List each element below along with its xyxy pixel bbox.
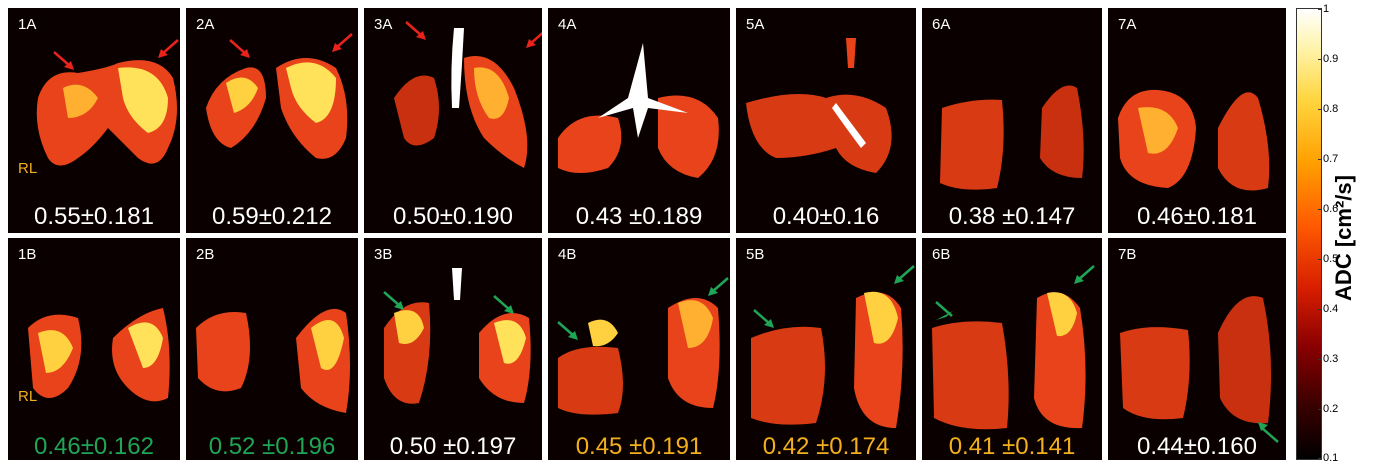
adc-value: 0.52 ±0.196 (208, 433, 336, 460)
panel-label: 1B (18, 246, 37, 263)
lung-map-image (196, 308, 350, 413)
adc-value: 0.50 ±0.197 (389, 433, 517, 460)
lung-map-image (940, 85, 1084, 190)
lung-map-image (1118, 89, 1270, 191)
panel-label: 3B (374, 246, 393, 263)
colorbar-tick-label: 0.3 (1323, 353, 1339, 365)
adc-value: 0.42 ±0.174 (762, 433, 890, 460)
adc-value: 0.41 ±0.141 (948, 433, 1076, 460)
lung-map-image (206, 58, 348, 159)
panel-1b: 1B RL 0.46±0.162 (8, 238, 180, 460)
colorbar-tickmark (1318, 159, 1322, 160)
colorbar-tick-label: 0.1 (1323, 452, 1339, 464)
colorbar-tickmark (1318, 209, 1322, 210)
panel-4a: 4A 0.43 ±0.189 (548, 8, 730, 233)
colorbar-tickmark (1318, 59, 1322, 60)
panel-label: 4A (558, 16, 577, 33)
colorbar-tickmark (1318, 458, 1322, 459)
colorbar-tick-label: 0.9 (1323, 53, 1339, 65)
lung-map-image (751, 291, 903, 428)
panel-label: 2A (196, 16, 215, 33)
adc-value: 0.50±0.190 (393, 203, 513, 230)
panel-label: 6A (932, 16, 951, 33)
red-arrow-icon (158, 39, 179, 58)
panel-3b: 3B 0.50 ±0.197 (364, 238, 542, 460)
colorbar-tickmark (1318, 109, 1322, 110)
adc-colorbar (1296, 8, 1322, 460)
colorbar-tick-label: 0.8 (1323, 103, 1339, 115)
green-arrow-icon (557, 321, 578, 340)
panel-2a: 2A 0.59±0.212 (186, 8, 358, 233)
colorbar-tickmark (1318, 309, 1322, 310)
colorbar-tickmark (1318, 359, 1322, 360)
panel-4b: 4B 0.45 ±0.191 (548, 238, 730, 460)
panel-label: 6B (932, 246, 951, 263)
panel-5a: 5A 0.40±0.16 (736, 8, 916, 233)
panel-label: 7B (1118, 246, 1137, 263)
adc-value: 0.46±0.162 (34, 433, 154, 460)
colorbar-tick-label: 1 (1323, 3, 1330, 15)
lung-map-image (28, 308, 170, 402)
red-arrow-icon (405, 21, 426, 40)
rl-label: RL (18, 160, 38, 177)
panel-label: 7A (1118, 16, 1137, 33)
green-arrow-icon (1074, 265, 1095, 284)
adc-value: 0.38 ±0.147 (948, 203, 1076, 230)
red-arrow-icon (229, 39, 250, 58)
colorbar-tick-label: 0.5 (1323, 253, 1339, 265)
red-arrow-icon (332, 33, 353, 52)
panel-label: 5A (746, 16, 765, 33)
lung-map-image (932, 292, 1086, 430)
rl-label: RL (18, 388, 38, 405)
panel-label: 3A (374, 16, 393, 33)
green-arrow-icon (894, 265, 915, 284)
panel-5b: 5B 0.42 ±0.174 (736, 238, 916, 460)
green-arrow-icon (493, 295, 514, 314)
red-arrow-icon (53, 51, 74, 70)
lung-map-image (36, 60, 177, 166)
panel-3a: 3A 0.50±0.190 (364, 8, 542, 233)
panel-label: 4B (558, 246, 577, 263)
panel-2b: 2B 0.52 ±0.196 (186, 238, 358, 460)
panel-6b: 6B 0.41 ±0.141 (922, 238, 1102, 460)
panel-6a: 6A 0.38 ±0.147 (922, 8, 1102, 233)
panel-label: 2B (196, 246, 215, 263)
panel-7a: 7A 0.46±0.181 (1108, 8, 1286, 233)
colorbar-tick-label: 0.6 (1323, 203, 1339, 215)
adc-value: 0.45 ±0.191 (575, 433, 703, 460)
green-arrow-icon (935, 301, 953, 320)
colorbar-tick-label: 0.4 (1323, 303, 1339, 315)
colorbar-tickmark (1318, 409, 1322, 410)
green-arrow-icon (383, 291, 404, 310)
adc-value: 0.55±0.181 (34, 203, 154, 230)
adc-value: 0.59±0.212 (212, 203, 332, 230)
green-arrow-icon (1258, 422, 1279, 443)
lung-map-image (384, 268, 531, 404)
panel-label: 1A (18, 16, 37, 33)
lung-map-image (1120, 296, 1272, 424)
adc-value: 0.46±0.181 (1137, 203, 1257, 230)
green-arrow-icon (708, 277, 729, 296)
colorbar-tickmark (1318, 9, 1322, 10)
colorbar-title: ADC [cm²/s] (1331, 175, 1356, 301)
panel-label: 5B (746, 246, 765, 263)
adc-value: 0.44±0.160 (1137, 433, 1257, 460)
adc-value: 0.43 ±0.189 (575, 203, 703, 230)
adc-value: 0.40±0.16 (772, 203, 880, 230)
lung-map-image (746, 38, 892, 173)
lung-map-image (558, 43, 719, 178)
panel-7b: 7B 0.44±0.160 (1108, 238, 1286, 460)
green-arrow-icon (753, 309, 774, 328)
colorbar-tick-label: 0.2 (1323, 403, 1339, 415)
red-arrow-icon (526, 31, 542, 48)
colorbar-tick-label: 0.7 (1323, 153, 1339, 165)
lung-map-image (558, 298, 720, 415)
lung-map-image (394, 28, 528, 168)
panel-1a: 1A RL 0.55±0.181 (8, 8, 180, 233)
colorbar-tickmark (1318, 259, 1322, 260)
